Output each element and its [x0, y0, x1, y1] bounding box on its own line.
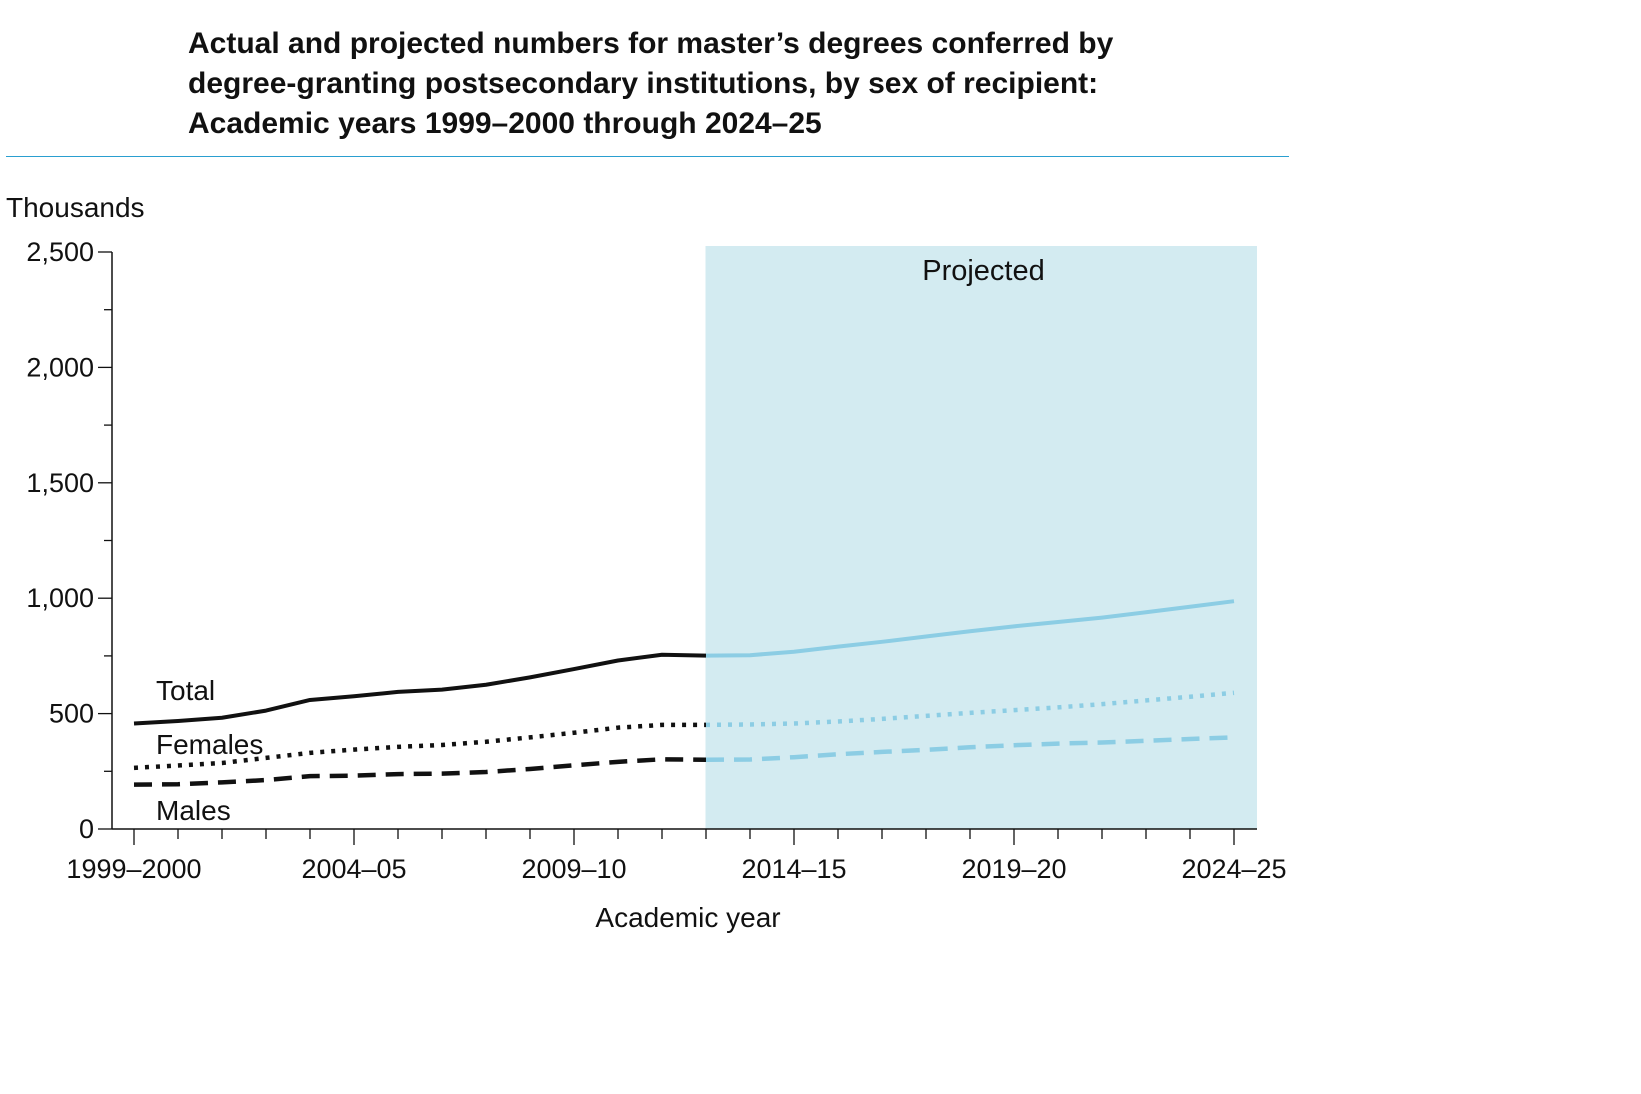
x-axis-label: Academic year — [595, 902, 780, 933]
x-tick-label: 1999–2000 — [66, 854, 201, 884]
series-total-actual — [133, 652, 707, 726]
x-tick-label: 2004–05 — [301, 854, 406, 884]
projected-label: Projected — [922, 255, 1045, 287]
x-tick-label: 2009–10 — [521, 854, 626, 884]
y-tick-label: 0 — [79, 814, 94, 844]
series-total-projected — [705, 599, 1235, 658]
x-tick-label: 2014–15 — [741, 854, 846, 884]
x-tick-label: 2019–20 — [961, 854, 1066, 884]
y-axis-label: Thousands — [6, 192, 145, 223]
y-tick-label: 2,500 — [26, 237, 94, 267]
series-label-males: Males — [156, 795, 231, 826]
series-males-projected — [705, 735, 1235, 763]
title-line-3: Academic years 1999–2000 through 2024–25 — [188, 107, 822, 140]
projected-region — [705, 246, 1257, 829]
y-tick-label: 1,500 — [26, 468, 94, 498]
series-label-total: Total — [156, 675, 215, 706]
chart-title: Actual and projected numbers for master’… — [188, 24, 1308, 144]
y-tick-label: 1,000 — [26, 583, 94, 613]
x-tick-label: 2024–25 — [1181, 854, 1286, 884]
series-label-females: Females — [156, 729, 263, 760]
series-males-actual — [133, 757, 707, 787]
series-females-projected — [705, 690, 1235, 728]
title-rule — [6, 156, 1289, 157]
series-females-actual — [133, 722, 706, 771]
title-line-1: Actual and projected numbers for master’… — [188, 27, 1114, 60]
y-tick-label: 500 — [49, 699, 94, 729]
y-tick-label: 2,000 — [26, 352, 94, 382]
title-line-2: degree-granting postsecondary institutio… — [188, 67, 1099, 100]
